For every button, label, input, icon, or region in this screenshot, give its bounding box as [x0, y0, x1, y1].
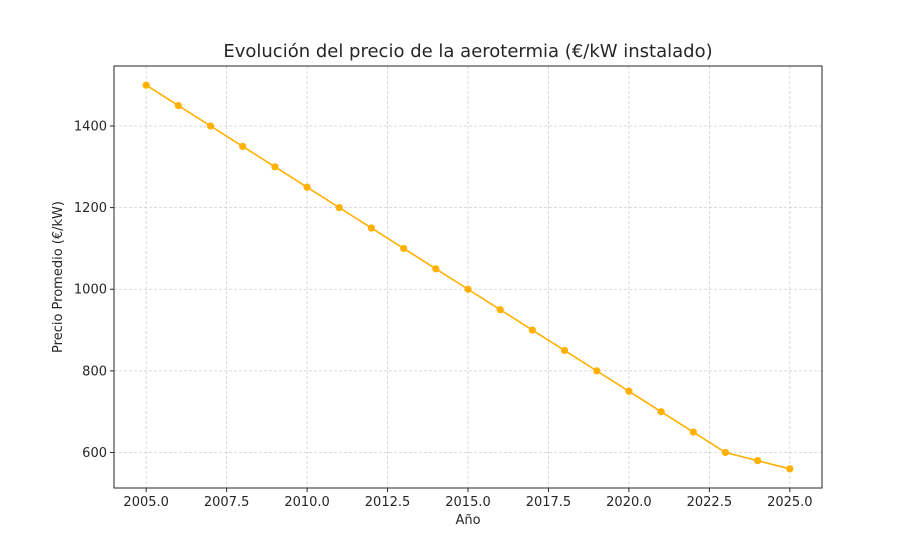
data-point-2018 [560, 346, 569, 355]
chart-title: Evolución del precio de la aerotermia (€… [223, 41, 712, 62]
data-point-2021 [657, 408, 665, 416]
x-axis-label: Año [455, 513, 480, 528]
data-point-2019 [593, 367, 601, 375]
data-point-2006 [174, 101, 182, 110]
x-tick-label-4: 2015.0 [445, 495, 491, 510]
data-point-2009 [271, 163, 279, 171]
grid [114, 66, 822, 488]
data-point-2016 [496, 306, 504, 314]
data-point-2007 [206, 122, 215, 130]
x-tick-label-7: 2022.5 [687, 495, 733, 510]
x-tick-label-2: 2010.0 [284, 495, 330, 510]
data-point-2008 [239, 142, 247, 151]
x-tick-label-6: 2020.0 [606, 495, 652, 510]
data-point-2011 [335, 204, 343, 212]
data-point-2024 [754, 457, 762, 465]
axes: 2005.0 2007.5 2010.0 2012.5 2015.0 2017.5 2020… [74, 65, 823, 510]
data-point-2010 [303, 183, 311, 191]
data-point-2013 [400, 244, 408, 253]
x-tick-label-0: 2005.0 [123, 495, 169, 510]
data-point-2023 [721, 448, 730, 457]
data-point-2005 [142, 81, 150, 89]
series-layer [142, 81, 794, 473]
y-tick-label-0: 600 [82, 446, 107, 461]
data-point-2020 [625, 387, 633, 395]
data-point-2022 [689, 428, 697, 436]
x-tick-label-1: 2007.5 [204, 495, 250, 510]
data-point-2017 [528, 326, 536, 334]
data-point-2014 [432, 265, 440, 273]
y-tick-label-3: 1200 [74, 201, 107, 216]
y-axis-label: Precio Promedio (€/kW) [51, 201, 66, 353]
data-point-2025 [786, 465, 794, 473]
x-tick-label-8: 2025.0 [767, 495, 813, 510]
data-point-2015 [464, 285, 472, 293]
x-tick-label-3: 2012.5 [365, 495, 411, 510]
data-point-2012 [367, 224, 376, 232]
x-tick-label-5: 2017.5 [526, 495, 572, 510]
y-tick-label-4: 1400 [74, 119, 107, 134]
y-tick-label-2: 1000 [74, 283, 107, 298]
y-tick-label-1: 800 [82, 364, 107, 379]
